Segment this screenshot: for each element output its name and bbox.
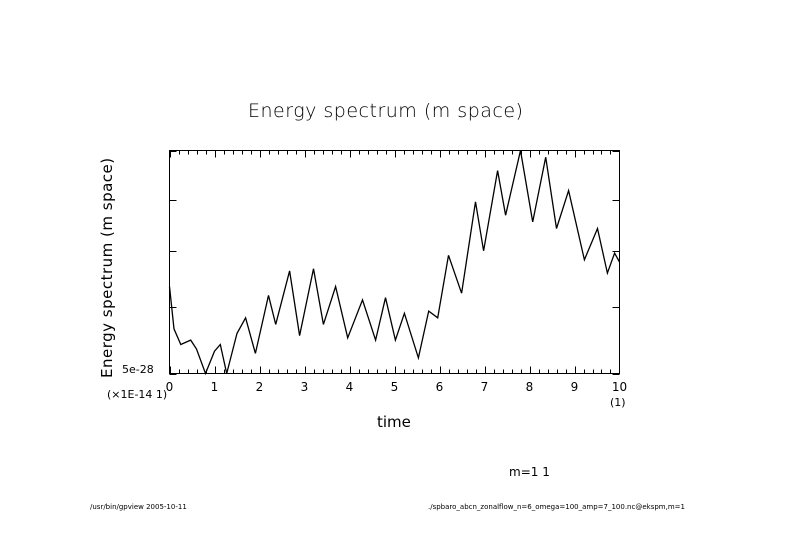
x-tick-label: 8 <box>526 380 534 394</box>
y-tick-label-min: 5e-28 <box>122 363 154 376</box>
footer-file: ./spbaro_abcn_zonalflow_n=6_omega=100_am… <box>428 503 685 511</box>
x-tick-label: 0 <box>166 380 174 394</box>
series-annotation: m=1 1 <box>509 465 550 479</box>
axis-ticks <box>169 150 620 375</box>
x-tick-label: 4 <box>346 380 354 394</box>
x-tick-label: 2 <box>256 380 264 394</box>
series-line <box>168 150 621 376</box>
x-tick-labels: 0 1 2 3 4 5 6 7 8 9 10 <box>166 380 627 394</box>
x-scale-label: (1) <box>610 396 626 409</box>
plot-frame <box>169 150 620 374</box>
x-axis-label: time <box>377 413 411 431</box>
footer-program: /usr/bin/gpview 2005-10-11 <box>90 503 187 511</box>
x-tick-label: 10 <box>612 380 627 394</box>
x-tick-label: 1 <box>211 380 219 394</box>
x-tick-label: 9 <box>571 380 579 394</box>
x-tick-label: 7 <box>481 380 489 394</box>
y-scale-label: (×1E-14 1) <box>107 388 168 401</box>
x-tick-label: 5 <box>391 380 399 394</box>
x-tick-label: 6 <box>436 380 444 394</box>
chart-title: Energy spectrum (m space) <box>248 100 524 122</box>
x-tick-label: 3 <box>301 380 309 394</box>
